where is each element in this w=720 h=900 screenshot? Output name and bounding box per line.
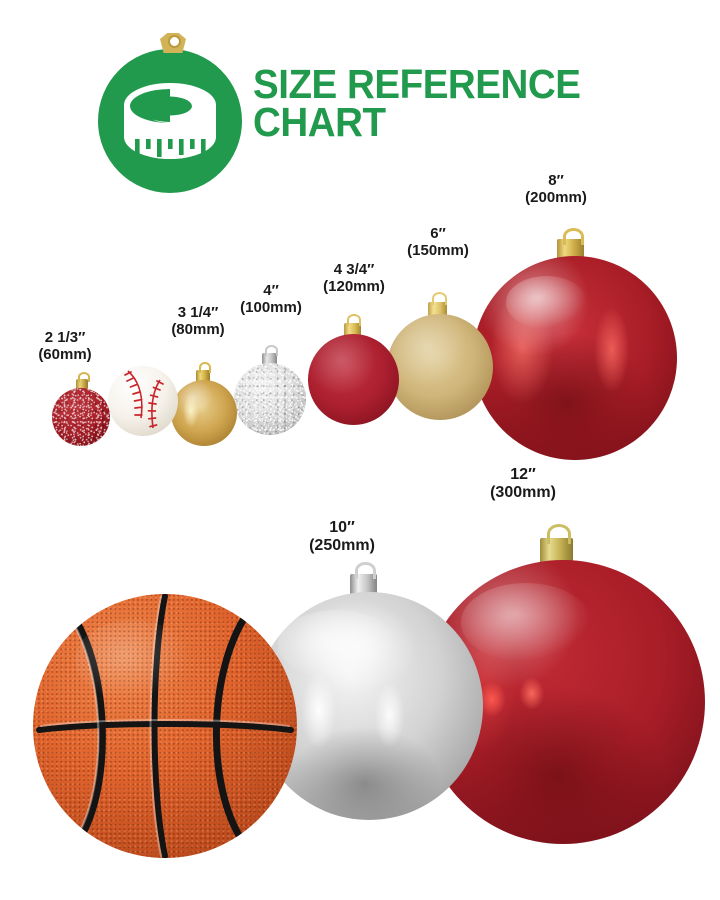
- ornament-cap-loop: [199, 362, 211, 373]
- ornament-cap-loop: [78, 372, 90, 382]
- ornament-cap-loop: [563, 228, 584, 245]
- size-label-300mm: 12″ (300mm): [466, 466, 580, 502]
- size-label-60mm: 2 1/3″ (60mm): [19, 329, 111, 364]
- ornament-sphere: [387, 314, 493, 420]
- ornament-highlight: [505, 276, 588, 330]
- ornament-sphere: [171, 380, 237, 446]
- basketball-seams-icon: [36, 594, 294, 858]
- ornament-60mm: [50, 372, 114, 462]
- baseball-sphere: [108, 366, 178, 436]
- size-label-inches: 4 3/4″: [333, 261, 375, 278]
- ornament-cap-loop: [547, 524, 571, 544]
- ornament-sphere: [473, 256, 677, 460]
- size-label-mm: (300mm): [490, 484, 556, 502]
- glitter-texture: [52, 388, 110, 446]
- baseball-reference: [108, 366, 180, 462]
- size-label-250mm: 10″ (250mm): [290, 519, 394, 555]
- ornament-cap-loop: [432, 292, 447, 305]
- basketball-sphere: [33, 594, 297, 858]
- ornament-sphere: [308, 334, 399, 425]
- page-title-line-1: SIZE REFERENCE: [253, 61, 581, 107]
- ornament-100mm: [229, 344, 309, 462]
- size-label-100mm: 4″ (100mm): [222, 282, 320, 317]
- ornament-sphere: [234, 363, 306, 435]
- ornament-cap-loop: [347, 314, 361, 326]
- size-label-mm: (150mm): [407, 241, 469, 259]
- size-label-120mm: 4 3/4″ (120mm): [302, 261, 406, 296]
- size-label-mm: (200mm): [525, 188, 587, 206]
- size-label-inches: 4″: [263, 282, 279, 299]
- page-title: SIZE REFERENCE CHART: [253, 64, 667, 145]
- ornament-cap: [344, 323, 361, 337]
- tape-measure-icon: [124, 83, 216, 159]
- brand-logo: [98, 33, 246, 193]
- size-label-inches: 3 1/4″: [177, 304, 219, 321]
- ornament-200mm: [473, 228, 685, 460]
- ornament-120mm: [301, 312, 405, 462]
- size-label-mm: (80mm): [171, 320, 225, 338]
- baseball-stitching-icon: [124, 370, 164, 429]
- size-label-200mm: 8″ (200mm): [504, 172, 608, 207]
- size-label-inches: 6″: [430, 225, 446, 242]
- ornament-sphere: [52, 388, 110, 446]
- size-label-inches: 8″: [548, 172, 564, 189]
- ornament-cap-loop: [355, 562, 376, 579]
- ornament-cap: [262, 353, 277, 365]
- ornament-cap-loop-shape: [168, 35, 181, 48]
- ornament-cap: [350, 574, 377, 595]
- ornament-cap-loop: [265, 345, 278, 356]
- ornament-cap: [196, 370, 210, 382]
- header: SIZE REFERENCE CHART: [0, 0, 720, 200]
- size-label-mm: (120mm): [323, 277, 385, 295]
- size-label-inches: 12″: [510, 466, 536, 483]
- size-label-inches: 10″: [329, 519, 355, 536]
- ornament-80mm: [168, 362, 238, 462]
- ornament-cap: [428, 302, 447, 317]
- page-title-line-2: CHART: [253, 98, 386, 145]
- size-label-mm: (250mm): [309, 537, 375, 555]
- size-label-mm: (60mm): [38, 345, 92, 363]
- basketball-reference: [33, 594, 301, 862]
- size-label-150mm: 6″ (150mm): [388, 225, 488, 260]
- glitter-texture: [234, 363, 306, 435]
- size-label-80mm: 3 1/4″ (80mm): [152, 304, 244, 339]
- size-label-inches: 2 1/3″: [44, 329, 86, 346]
- ornament-cap: [76, 379, 88, 389]
- size-label-mm: (100mm): [240, 298, 302, 316]
- ornament-150mm: [379, 290, 501, 462]
